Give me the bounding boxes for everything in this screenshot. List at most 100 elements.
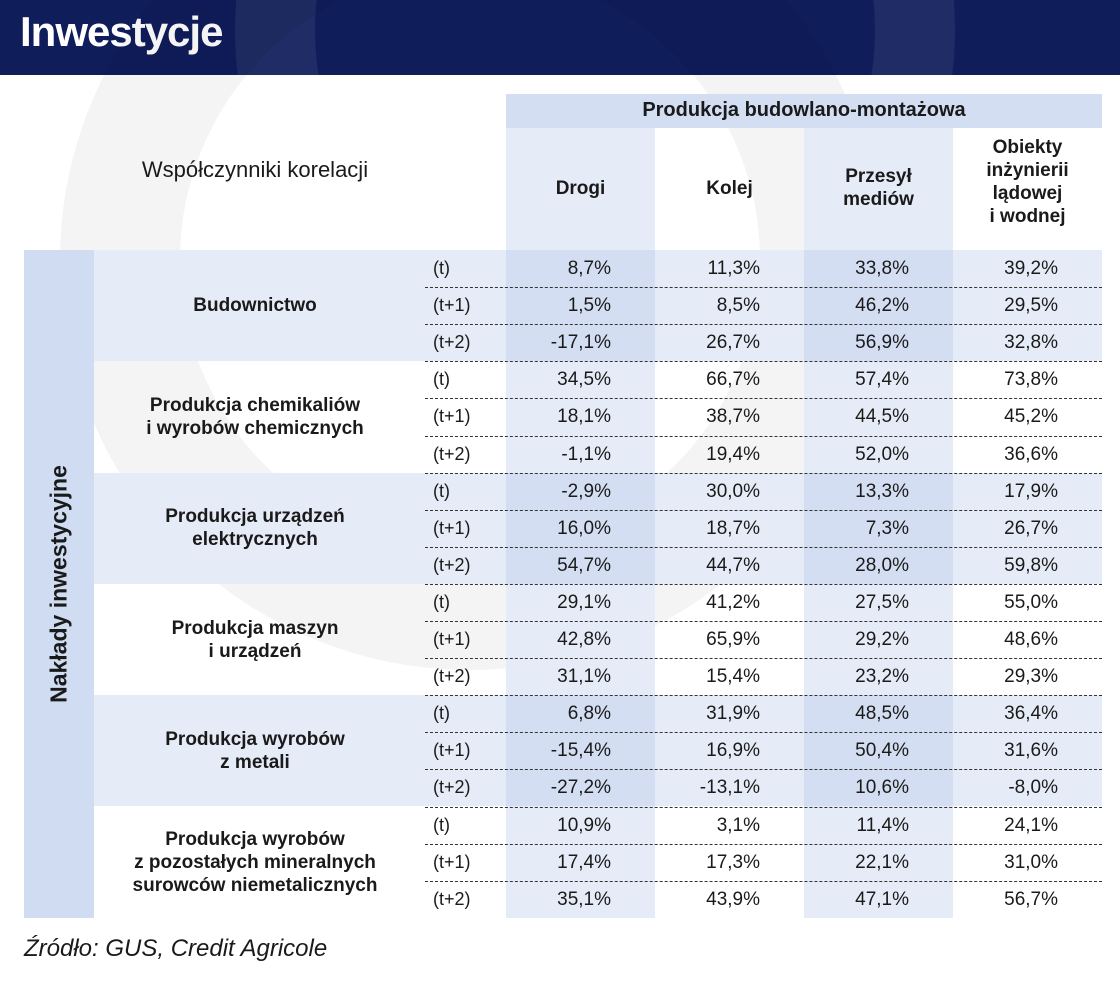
table-cell: 11,4% <box>856 814 909 836</box>
lag-label: (t+1) <box>433 629 471 649</box>
logo-ring-decoration <box>235 0 955 75</box>
lag-label: (t) <box>433 369 450 390</box>
row-divider <box>425 546 1102 548</box>
table-cell: 26,7% <box>1004 517 1058 539</box>
table-cell: 29,5% <box>1004 295 1058 317</box>
table-cell: 38,7% <box>706 406 760 428</box>
table-cell: -27,2% <box>550 777 611 799</box>
table-cell: 27,5% <box>855 591 909 613</box>
table-cell: 35,1% <box>557 888 611 910</box>
group-label: Budownictwo <box>193 295 317 317</box>
table-cell: 43,9% <box>706 888 760 910</box>
table-cell: 26,7% <box>706 332 760 354</box>
table-cell: 44,7% <box>706 554 760 576</box>
group-header: Produkcja budowlano-montażowa <box>642 99 966 121</box>
row-divider <box>425 621 1102 622</box>
table-cell: 16,0% <box>557 517 611 539</box>
table-cell: 33,8% <box>855 258 909 279</box>
row-divider <box>425 843 1102 845</box>
intersection-band <box>804 250 953 362</box>
table-cell: 1,5% <box>567 295 611 317</box>
lag-label: (t+2) <box>433 554 471 575</box>
table-cell: 47,1% <box>855 888 909 910</box>
column-header: Obiekty inżynierii lądowej i wodnej <box>986 137 1069 227</box>
table-cell: 66,7% <box>706 369 760 391</box>
intersection-band <box>804 695 953 807</box>
lag-label: (t) <box>433 258 450 278</box>
column-header: Przesył mediów <box>843 166 914 210</box>
table-cell: 36,6% <box>1004 443 1058 465</box>
table-cell: 36,4% <box>1004 703 1058 725</box>
table-cell: -1,1% <box>561 443 611 465</box>
row-divider <box>425 658 1102 660</box>
table-cell: 10,6% <box>855 777 909 799</box>
intersection-band <box>804 472 953 584</box>
lag-label: (t+1) <box>433 740 471 761</box>
table-cell: 17,9% <box>1004 480 1058 502</box>
lag-label: (t) <box>433 480 450 501</box>
source-note: Źródło: GUS, Credit Agricole <box>24 935 328 962</box>
intersection-band <box>506 695 655 807</box>
table-cell: 29,2% <box>855 629 909 650</box>
table-cell: -13,1% <box>699 777 760 799</box>
table-cell: 17,3% <box>706 851 760 873</box>
table-cell: 7,3% <box>865 517 909 539</box>
table-cell: 41,2% <box>706 591 760 613</box>
row-divider <box>425 806 1102 808</box>
row-divider <box>425 435 1102 437</box>
table-cell: 31,0% <box>1004 851 1058 873</box>
group-label: Produkcja urządzeń elektrycznych <box>165 506 345 551</box>
table-cell: 57,4% <box>855 369 909 391</box>
table-cell: 13,3% <box>855 480 909 502</box>
table-cell: 44,5% <box>855 406 909 428</box>
table-cell: -8,0% <box>1008 777 1058 799</box>
lag-label: (t+1) <box>433 851 471 872</box>
row-divider <box>425 324 1102 326</box>
table-cell: 19,4% <box>706 443 760 465</box>
table-cell: 8,5% <box>716 295 760 317</box>
row-divider <box>425 732 1102 734</box>
row-divider <box>425 472 1102 474</box>
table-cell: 11,3% <box>707 258 760 279</box>
row-divider <box>425 361 1102 363</box>
lag-label: (t) <box>433 814 450 835</box>
table-cell: 73,8% <box>1004 369 1058 391</box>
table-cell: 15,4% <box>706 666 760 688</box>
title-bar: Inwestycje <box>0 0 1120 75</box>
table-cell: 32,8% <box>1004 332 1058 354</box>
lag-label: (t+2) <box>433 777 471 798</box>
lag-label: (t+2) <box>433 332 471 353</box>
lag-label: (t+1) <box>433 517 471 538</box>
row-divider <box>425 398 1102 400</box>
table-cell: 3,1% <box>716 814 760 836</box>
row-divider <box>425 509 1102 511</box>
table-cell: 16,9% <box>706 740 760 762</box>
table-cell: -15,4% <box>550 740 611 762</box>
table-cell: 59,8% <box>1004 554 1058 576</box>
group-label: Produkcja chemikaliów i wyrobów chemiczny… <box>146 394 364 439</box>
table-cell: 50,4% <box>855 740 909 762</box>
intersection-band <box>506 472 655 584</box>
table-cell: 18,1% <box>557 406 611 428</box>
table-cell: -17,1% <box>550 332 611 354</box>
table-cell: 42,8% <box>557 629 611 650</box>
table-cell: 17,4% <box>557 851 611 873</box>
table-cell: 10,9% <box>557 814 611 836</box>
group-header-band <box>506 94 1102 128</box>
row-divider <box>425 880 1102 882</box>
table-cell: 56,7% <box>1004 888 1058 910</box>
table-cell: 8,7% <box>567 258 611 279</box>
table-cell: 46,2% <box>855 295 909 317</box>
column-header: Drogi <box>555 178 606 199</box>
lag-label: (t+2) <box>433 666 471 687</box>
table-cell: 6,8% <box>567 703 611 725</box>
table-cell: 29,3% <box>1004 666 1058 688</box>
table-cell: 52,0% <box>855 443 909 465</box>
lag-label: (t+2) <box>433 443 471 464</box>
side-label: Nakłady inwestycyjne <box>45 465 72 703</box>
row-divider <box>425 287 1102 289</box>
row-divider <box>425 769 1102 771</box>
table-cell: 30,0% <box>706 480 760 502</box>
page-title: Inwestycje <box>20 8 223 55</box>
lag-label: (t+1) <box>433 295 471 316</box>
